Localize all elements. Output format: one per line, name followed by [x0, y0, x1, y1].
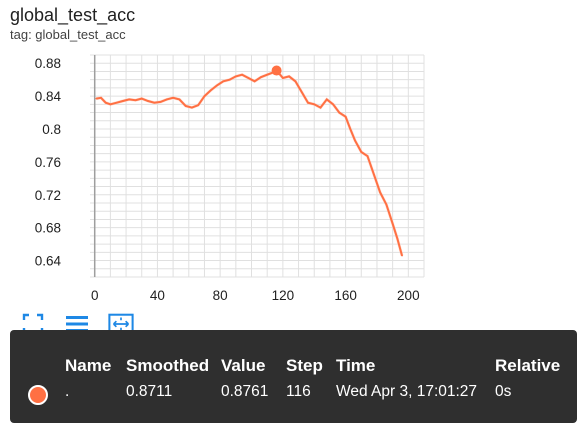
x-tick-label: 80	[213, 288, 228, 303]
series-point	[379, 191, 381, 194]
series-point	[373, 173, 375, 176]
card-tag: tag: global_test_acc	[10, 27, 126, 42]
y-tick-label: 0.8	[42, 122, 61, 137]
series-point	[203, 95, 206, 97]
row-step: 116	[286, 383, 311, 400]
y-tick-label: 0.72	[35, 188, 61, 203]
y-tick-label: 0.68	[35, 221, 61, 236]
x-tick-label: 120	[272, 288, 295, 303]
series-point	[349, 128, 352, 130]
header-name: Name	[65, 356, 112, 375]
series-point	[282, 77, 284, 79]
series-point	[313, 103, 316, 106]
row-smoothed: 0.8711	[126, 383, 173, 400]
tooltip-data-row: . 0.8711 0.8761 116 Wed Apr 3, 17:01:27 …	[10, 383, 577, 405]
series-point	[122, 100, 124, 102]
series-point	[104, 101, 107, 104]
series-point	[391, 222, 394, 225]
series-point	[128, 98, 131, 101]
series-point	[241, 73, 243, 76]
series-point	[366, 155, 369, 157]
y-tick-label: 0.84	[35, 89, 62, 104]
line-chart[interactable]: 0.64 0.68 0.72 0.76 0.8 0.84 0.88 0 40 80 120 160 2…	[0, 0, 584, 310]
highlight-point[interactable]	[271, 65, 282, 76]
series-points	[95, 69, 403, 257]
series-point	[235, 75, 237, 78]
x-tick-label: 40	[150, 288, 165, 303]
grid	[90, 54, 425, 278]
series-point	[147, 100, 149, 102]
series-point	[172, 96, 174, 99]
series-point	[401, 254, 403, 257]
tooltip-panel: Name Smoothed Value Step Time Relative .…	[10, 330, 577, 423]
series-point	[319, 106, 322, 109]
x-tick-label: 160	[334, 288, 357, 303]
series-point	[216, 84, 218, 87]
series-point	[294, 80, 297, 83]
series-point	[266, 73, 268, 76]
y-tick-label: 0.64	[35, 254, 62, 269]
series-point	[140, 97, 143, 100]
series-point	[396, 237, 399, 240]
y-tick-label: 0.76	[35, 155, 61, 170]
series-point	[109, 103, 112, 106]
series-point	[209, 89, 212, 92]
series-point	[354, 139, 356, 142]
x-tick-label: 200	[397, 288, 420, 303]
series-point	[260, 76, 262, 78]
series-point	[332, 103, 334, 106]
tooltip-header-row: Name Smoothed Value Step Time Relative	[10, 356, 577, 378]
series-point	[253, 80, 256, 83]
series-point	[338, 111, 341, 114]
series-point	[178, 98, 181, 101]
card-title: global_test_acc	[10, 5, 136, 25]
series-point	[247, 77, 250, 79]
series-point	[115, 101, 118, 104]
series-point	[191, 106, 193, 109]
series-point	[100, 96, 102, 99]
series-point	[153, 101, 156, 104]
series-point	[325, 98, 328, 101]
smoothed-series-line	[96, 69, 403, 256]
series-point	[300, 91, 303, 93]
header-value: Value	[221, 356, 266, 375]
series-point	[344, 115, 347, 118]
header-step: Step	[286, 356, 323, 375]
series-point	[288, 75, 290, 78]
x-tick-label: 0	[91, 288, 99, 303]
series-point	[95, 97, 98, 100]
header-time: Time	[336, 356, 376, 375]
series-point	[307, 101, 309, 104]
row-value: 0.8761	[221, 383, 269, 400]
header-smoothed: Smoothed	[126, 356, 210, 375]
fullscreen-icon[interactable]	[20, 312, 46, 336]
series-point	[166, 98, 168, 101]
series-point	[222, 80, 225, 83]
y-axis-ticks: 0.64 0.68 0.72 0.76 0.8 0.84 0.88	[35, 56, 62, 268]
series-point	[159, 101, 162, 103]
series-point	[134, 99, 137, 102]
header-relative: Relative	[495, 356, 561, 375]
series-point	[385, 203, 388, 206]
series-point	[360, 151, 363, 153]
series-point	[184, 105, 187, 107]
row-time: Wed Apr 3, 17:01:27	[336, 383, 478, 400]
series-color-dot	[28, 385, 48, 405]
y-tick-label: 0.88	[35, 56, 61, 71]
series-point	[197, 104, 199, 106]
row-relative: 0s	[495, 383, 512, 400]
x-axis-ticks: 0 40 80 120 160 200	[91, 288, 420, 303]
series-point	[228, 78, 231, 81]
row-name: .	[65, 383, 70, 400]
